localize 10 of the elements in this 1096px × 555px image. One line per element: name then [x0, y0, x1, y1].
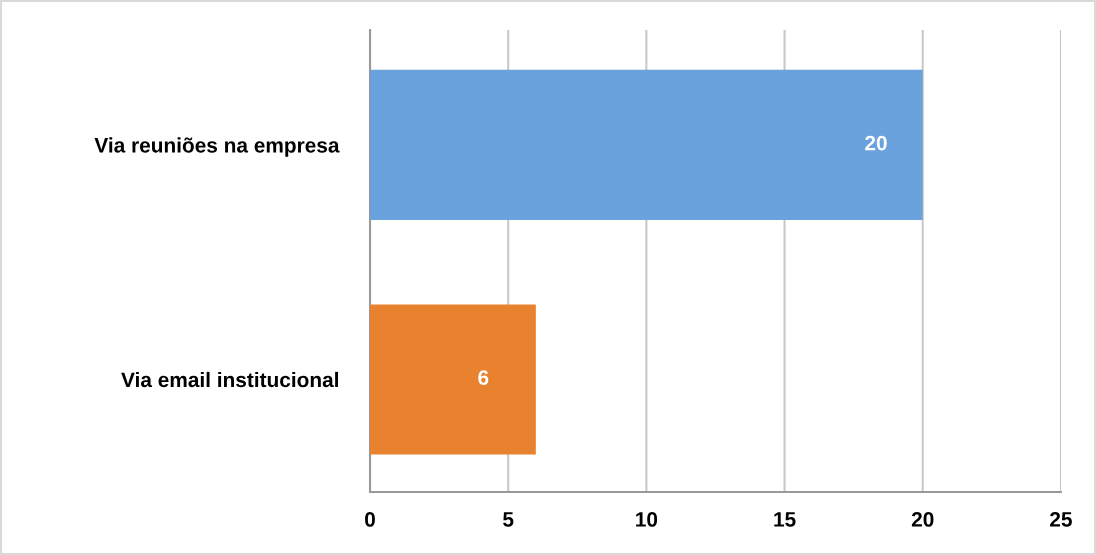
x-tick-label: 15: [774, 512, 796, 527]
data-label: 6: [478, 370, 489, 386]
x-tick-label: 10: [636, 512, 658, 527]
x-tick-label: 5: [503, 512, 514, 527]
x-tick-label: 0: [365, 512, 375, 527]
x-tick-label: 25: [1050, 512, 1072, 527]
y-tick-label: Via email institucional: [121, 371, 338, 388]
y-tick-label: Via reuniões na empresa: [94, 137, 340, 157]
data-label: 20: [865, 135, 887, 151]
x-tick-label: 20: [911, 512, 934, 527]
